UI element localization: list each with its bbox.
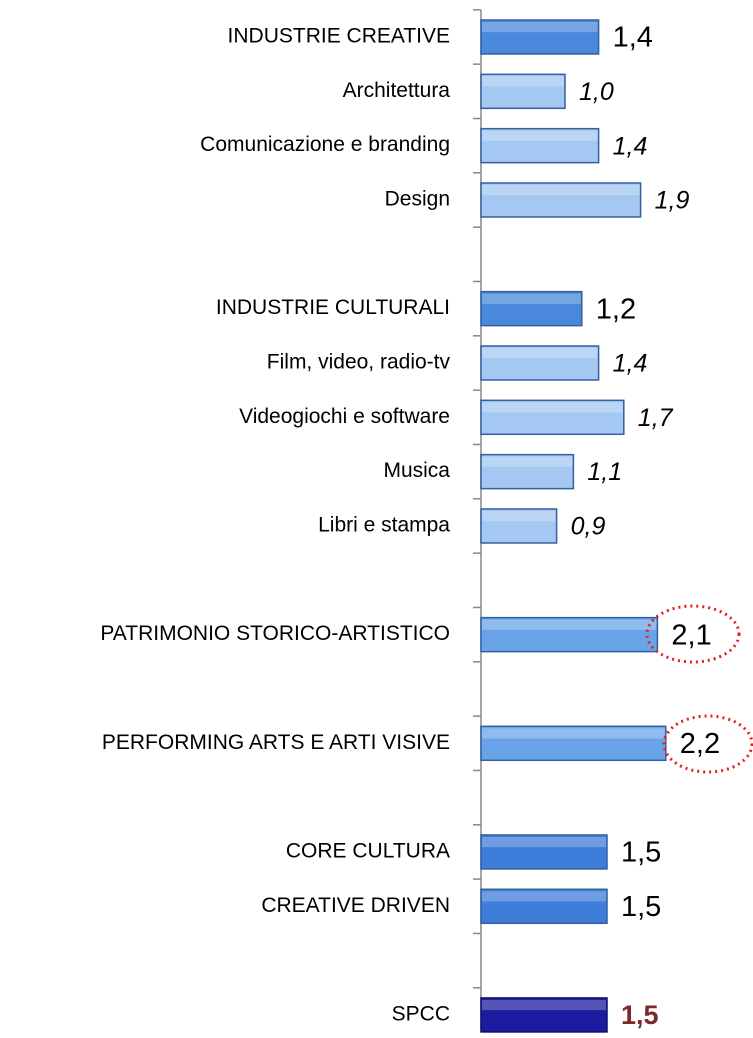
bar-shine (482, 510, 556, 522)
value-label: 1,4 (613, 22, 653, 54)
bar (480, 888, 608, 925)
category-label: PERFORMING ARTS E ARTI VISIVE (102, 731, 450, 754)
category-label: Film, video, radio-tv (267, 351, 451, 374)
bar (480, 19, 600, 55)
bar-shine (482, 891, 606, 902)
bar-shine (482, 347, 598, 359)
value-label: 1,5 (621, 837, 661, 869)
value-label: 1,2 (596, 293, 636, 325)
bar (480, 508, 558, 544)
value-label: 1,7 (638, 404, 674, 432)
category-label: Videogiochi e software (239, 405, 450, 428)
bar (480, 399, 625, 436)
category-label: CREATIVE DRIVEN (261, 894, 450, 917)
category-label: Musica (383, 459, 450, 482)
value-label: 2,1 (671, 619, 711, 651)
bar-shine (482, 293, 581, 304)
bar-shine (482, 402, 623, 413)
value-label: 2,2 (680, 728, 720, 760)
value-label: 1,9 (655, 187, 690, 215)
bar-shine (482, 184, 640, 196)
category-label: PATRIMONIO STORICO-ARTISTICO (100, 622, 450, 645)
value-label: 1,4 (613, 132, 648, 160)
value-label: 1,1 (587, 458, 622, 486)
value-label: 1,5 (621, 1000, 659, 1030)
highlight-circle (662, 714, 753, 774)
category-label: Libri e stampa (318, 514, 450, 537)
category-label: INDUSTRIE CULTURALI (216, 296, 450, 319)
category-label: CORE CULTURA (286, 839, 450, 862)
bar (480, 834, 608, 870)
bar (480, 73, 566, 110)
category-label: Comunicazione e branding (200, 133, 450, 156)
bar-shine (482, 728, 665, 739)
value-label: 1,5 (621, 891, 661, 923)
category-label: INDUSTRIE CREATIVE (228, 25, 450, 48)
bar-shine (482, 999, 606, 1011)
bar-shine (482, 130, 598, 141)
bar (480, 182, 642, 218)
bar-shine (482, 619, 657, 630)
bar (480, 725, 667, 762)
category-label: SPCC (392, 1002, 450, 1025)
bar-shine (482, 456, 573, 467)
bar-shine (482, 836, 606, 848)
value-label: 1,0 (579, 78, 614, 106)
bar (480, 290, 583, 327)
bar (480, 345, 600, 381)
bar (480, 127, 600, 164)
highlight-circle (645, 604, 741, 664)
bar (480, 616, 659, 653)
bar-shine (482, 76, 564, 87)
bar-shine (482, 22, 598, 33)
bar (480, 453, 575, 490)
category-label: Design (385, 188, 450, 211)
bar (480, 997, 608, 1033)
category-label: Architettura (343, 79, 451, 102)
value-label: 1,4 (613, 350, 648, 378)
value-label: 0,9 (571, 513, 606, 541)
